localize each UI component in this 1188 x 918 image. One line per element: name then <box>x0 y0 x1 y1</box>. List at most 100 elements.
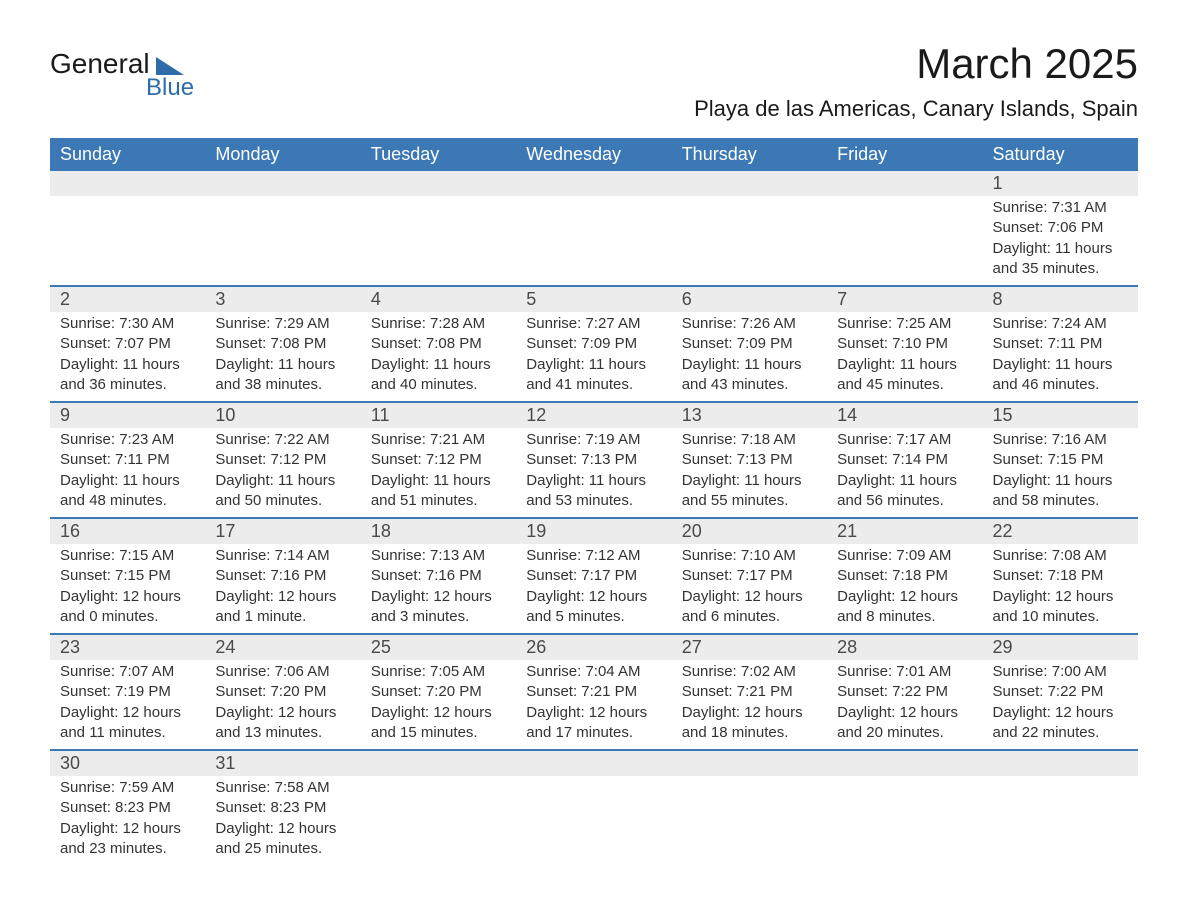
day-number: 22 <box>983 519 1138 544</box>
day-sunrise: Sunrise: 7:07 AM <box>60 662 195 682</box>
calendar-day-cell: 4Sunrise: 7:28 AMSunset: 7:08 PMDaylight… <box>361 286 516 402</box>
calendar-day-cell: 29Sunrise: 7:00 AMSunset: 7:22 PMDayligh… <box>983 634 1138 750</box>
day-details: Sunrise: 7:09 AMSunset: 7:18 PMDaylight:… <box>827 544 982 633</box>
calendar-day-cell: 28Sunrise: 7:01 AMSunset: 7:22 PMDayligh… <box>827 634 982 750</box>
calendar-day-cell <box>983 750 1138 865</box>
day-daylight2: and 13 minutes. <box>215 723 350 743</box>
day-number: 3 <box>205 287 360 312</box>
calendar-day-cell <box>672 750 827 865</box>
col-friday: Friday <box>827 138 982 171</box>
day-number: 10 <box>205 403 360 428</box>
logo-triangle-icon <box>156 57 184 75</box>
day-daylight2: and 10 minutes. <box>993 607 1128 627</box>
day-sunrise: Sunrise: 7:02 AM <box>682 662 817 682</box>
day-details: Sunrise: 7:27 AMSunset: 7:09 PMDaylight:… <box>516 312 671 401</box>
day-daylight1: Daylight: 12 hours <box>526 703 661 723</box>
day-number: 20 <box>672 519 827 544</box>
day-number: 8 <box>983 287 1138 312</box>
day-daylight2: and 45 minutes. <box>837 375 972 395</box>
day-details: Sunrise: 7:22 AMSunset: 7:12 PMDaylight:… <box>205 428 360 517</box>
day-number: 25 <box>361 635 516 660</box>
day-details: Sunrise: 7:10 AMSunset: 7:17 PMDaylight:… <box>672 544 827 633</box>
day-sunset: Sunset: 7:17 PM <box>682 566 817 586</box>
calendar-day-cell: 5Sunrise: 7:27 AMSunset: 7:09 PMDaylight… <box>516 286 671 402</box>
day-daylight1: Daylight: 11 hours <box>526 471 661 491</box>
day-number: 17 <box>205 519 360 544</box>
day-sunrise: Sunrise: 7:23 AM <box>60 430 195 450</box>
day-sunrise: Sunrise: 7:26 AM <box>682 314 817 334</box>
day-daylight1: Daylight: 12 hours <box>371 703 506 723</box>
day-sunset: Sunset: 7:13 PM <box>526 450 661 470</box>
day-number: 14 <box>827 403 982 428</box>
col-thursday: Thursday <box>672 138 827 171</box>
day-daylight1: Daylight: 11 hours <box>682 355 817 375</box>
day-details: Sunrise: 7:06 AMSunset: 7:20 PMDaylight:… <box>205 660 360 749</box>
day-details: Sunrise: 7:17 AMSunset: 7:14 PMDaylight:… <box>827 428 982 517</box>
day-daylight1: Daylight: 11 hours <box>371 471 506 491</box>
day-sunrise: Sunrise: 7:28 AM <box>371 314 506 334</box>
day-number <box>361 171 516 196</box>
calendar-day-cell: 8Sunrise: 7:24 AMSunset: 7:11 PMDaylight… <box>983 286 1138 402</box>
day-number <box>50 171 205 196</box>
day-number: 2 <box>50 287 205 312</box>
day-daylight2: and 6 minutes. <box>682 607 817 627</box>
day-sunset: Sunset: 7:10 PM <box>837 334 972 354</box>
day-daylight2: and 43 minutes. <box>682 375 817 395</box>
day-details: Sunrise: 7:07 AMSunset: 7:19 PMDaylight:… <box>50 660 205 749</box>
calendar-day-cell: 31Sunrise: 7:58 AMSunset: 8:23 PMDayligh… <box>205 750 360 865</box>
day-number: 12 <box>516 403 671 428</box>
day-number: 27 <box>672 635 827 660</box>
day-daylight1: Daylight: 12 hours <box>60 587 195 607</box>
calendar-day-cell: 10Sunrise: 7:22 AMSunset: 7:12 PMDayligh… <box>205 402 360 518</box>
day-sunrise: Sunrise: 7:12 AM <box>526 546 661 566</box>
day-daylight2: and 15 minutes. <box>371 723 506 743</box>
day-sunrise: Sunrise: 7:58 AM <box>215 778 350 798</box>
day-daylight1: Daylight: 11 hours <box>993 239 1128 259</box>
day-details: Sunrise: 7:30 AMSunset: 7:07 PMDaylight:… <box>50 312 205 401</box>
day-number <box>205 171 360 196</box>
day-number <box>361 751 516 776</box>
day-daylight1: Daylight: 11 hours <box>371 355 506 375</box>
day-sunrise: Sunrise: 7:09 AM <box>837 546 972 566</box>
calendar-day-cell: 27Sunrise: 7:02 AMSunset: 7:21 PMDayligh… <box>672 634 827 750</box>
day-details: Sunrise: 7:13 AMSunset: 7:16 PMDaylight:… <box>361 544 516 633</box>
calendar-day-cell <box>827 750 982 865</box>
day-details <box>516 196 671 276</box>
day-daylight2: and 0 minutes. <box>60 607 195 627</box>
day-daylight1: Daylight: 11 hours <box>993 471 1128 491</box>
day-details: Sunrise: 7:00 AMSunset: 7:22 PMDaylight:… <box>983 660 1138 749</box>
day-number: 30 <box>50 751 205 776</box>
day-sunset: Sunset: 7:22 PM <box>993 682 1128 702</box>
day-sunrise: Sunrise: 7:13 AM <box>371 546 506 566</box>
day-daylight1: Daylight: 11 hours <box>60 355 195 375</box>
day-number <box>983 751 1138 776</box>
day-sunset: Sunset: 7:08 PM <box>215 334 350 354</box>
title-block: March 2025 Playa de las Americas, Canary… <box>694 40 1138 122</box>
day-details: Sunrise: 7:05 AMSunset: 7:20 PMDaylight:… <box>361 660 516 749</box>
calendar-header-row: Sunday Monday Tuesday Wednesday Thursday… <box>50 138 1138 171</box>
day-number: 23 <box>50 635 205 660</box>
day-details: Sunrise: 7:19 AMSunset: 7:13 PMDaylight:… <box>516 428 671 517</box>
col-sunday: Sunday <box>50 138 205 171</box>
day-sunset: Sunset: 7:22 PM <box>837 682 972 702</box>
calendar-day-cell: 11Sunrise: 7:21 AMSunset: 7:12 PMDayligh… <box>361 402 516 518</box>
day-sunrise: Sunrise: 7:17 AM <box>837 430 972 450</box>
calendar-day-cell: 22Sunrise: 7:08 AMSunset: 7:18 PMDayligh… <box>983 518 1138 634</box>
day-daylight1: Daylight: 11 hours <box>993 355 1128 375</box>
day-number: 24 <box>205 635 360 660</box>
day-sunset: Sunset: 7:21 PM <box>682 682 817 702</box>
day-daylight1: Daylight: 12 hours <box>371 587 506 607</box>
day-daylight2: and 3 minutes. <box>371 607 506 627</box>
day-daylight2: and 18 minutes. <box>682 723 817 743</box>
calendar-body: 1Sunrise: 7:31 AMSunset: 7:06 PMDaylight… <box>50 171 1138 865</box>
day-daylight2: and 23 minutes. <box>60 839 195 859</box>
day-number: 21 <box>827 519 982 544</box>
calendar-day-cell: 1Sunrise: 7:31 AMSunset: 7:06 PMDaylight… <box>983 171 1138 286</box>
day-number: 15 <box>983 403 1138 428</box>
day-sunrise: Sunrise: 7:15 AM <box>60 546 195 566</box>
calendar-day-cell: 3Sunrise: 7:29 AMSunset: 7:08 PMDaylight… <box>205 286 360 402</box>
day-number: 6 <box>672 287 827 312</box>
location-subtitle: Playa de las Americas, Canary Islands, S… <box>694 96 1138 122</box>
calendar-week-row: 30Sunrise: 7:59 AMSunset: 8:23 PMDayligh… <box>50 750 1138 865</box>
day-sunrise: Sunrise: 7:14 AM <box>215 546 350 566</box>
